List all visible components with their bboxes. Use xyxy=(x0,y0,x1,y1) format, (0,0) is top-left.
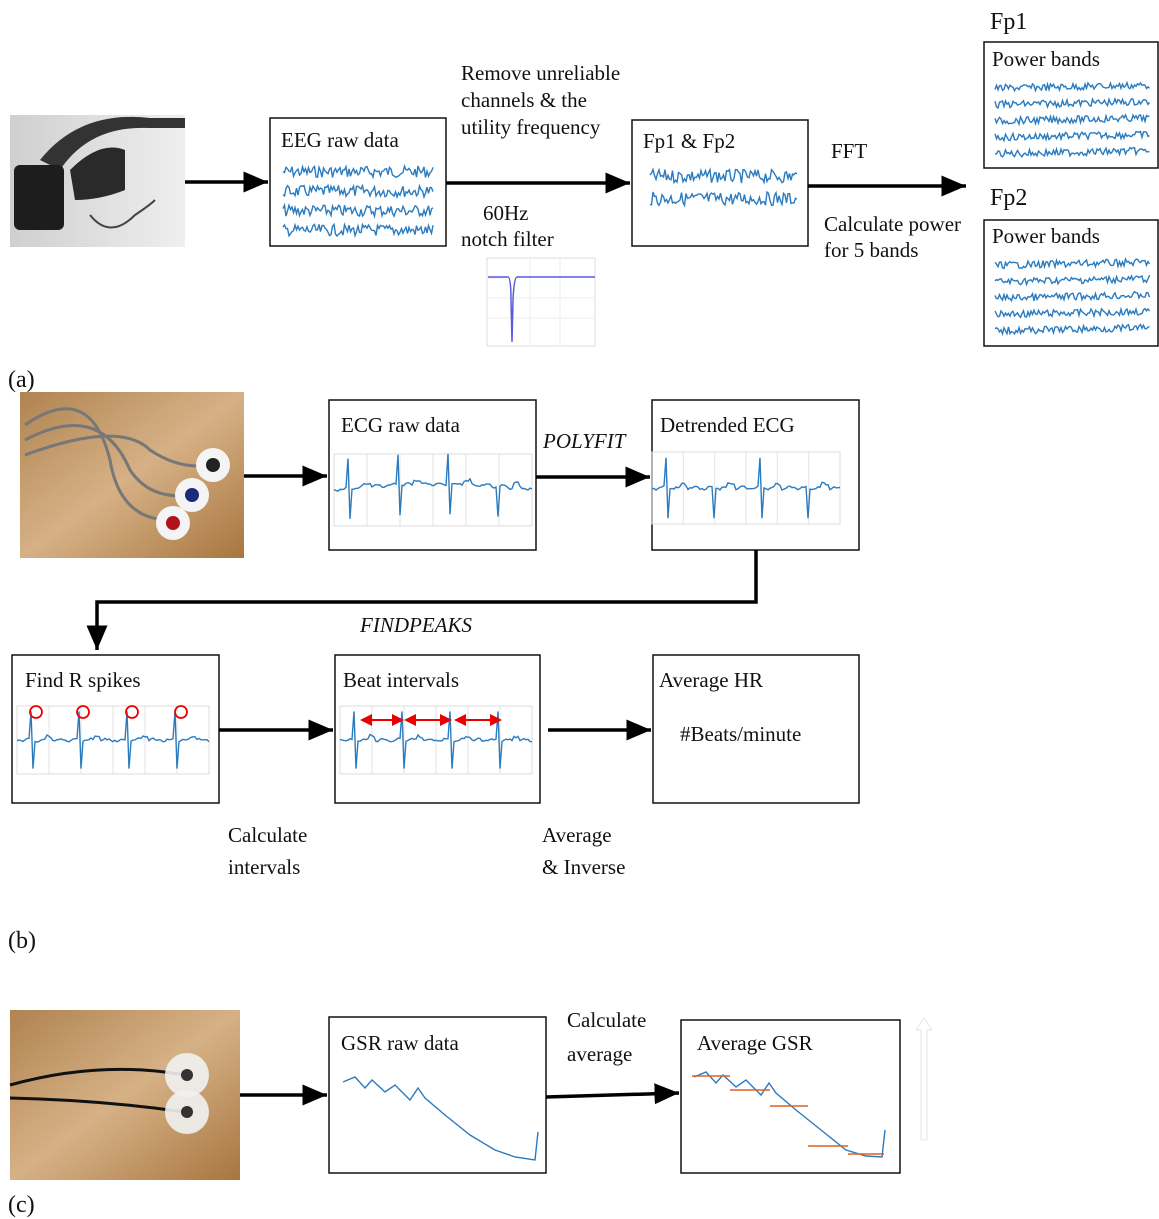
step-text: notch filter xyxy=(461,227,554,251)
step-text: Calculate power xyxy=(824,212,961,236)
electrode-snap xyxy=(206,458,220,472)
step-text: 60Hz xyxy=(483,201,529,225)
step-text: average xyxy=(567,1042,632,1066)
box-title: Average HR xyxy=(659,668,763,692)
step-text: Calculate xyxy=(567,1008,646,1032)
arrow xyxy=(546,1093,679,1097)
box-title: Average GSR xyxy=(697,1031,813,1055)
step-text: channels & the xyxy=(461,88,587,112)
step-text: Calculate xyxy=(228,823,307,847)
panel-label: (c) xyxy=(8,1192,35,1218)
step-text: utility frequency xyxy=(461,115,601,139)
up-arrow xyxy=(916,1018,932,1140)
panel-label: (b) xyxy=(8,928,36,954)
box-title: Power bands xyxy=(992,224,1100,248)
headset-pad xyxy=(14,165,64,230)
step-text: intervals xyxy=(228,855,300,879)
box-title: Detrended ECG xyxy=(660,413,795,437)
electrode-snap xyxy=(181,1106,193,1118)
electrode-snap xyxy=(185,488,199,502)
channel-title: Fp2 xyxy=(990,185,1027,211)
panel-label: (a) xyxy=(8,367,35,393)
diagram: EEG raw data Remove unreliable channels … xyxy=(0,0,1159,1219)
box-title: Find R spikes xyxy=(25,668,141,692)
step-text: Average xyxy=(542,823,612,847)
channel-title: Fp1 xyxy=(990,9,1027,35)
electrode-snap xyxy=(181,1069,193,1081)
method-text: FINDPEAKS xyxy=(359,613,472,637)
electrode-snap xyxy=(166,516,180,530)
box-title: Fp1 & Fp2 xyxy=(643,129,735,153)
step-text: & Inverse xyxy=(542,855,625,879)
box-text: #Beats/minute xyxy=(680,722,801,746)
step-text: FFT xyxy=(831,139,867,163)
method-text: POLYFIT xyxy=(542,429,627,453)
step-text: Remove unreliable xyxy=(461,61,620,85)
box-title: Beat intervals xyxy=(343,668,459,692)
step-text: for 5 bands xyxy=(824,238,918,262)
box-title: ECG raw data xyxy=(341,413,461,437)
gsr-photo xyxy=(10,1010,240,1180)
box-title: Power bands xyxy=(992,47,1100,71)
notch-plot xyxy=(487,258,595,346)
box-title: GSR raw data xyxy=(341,1031,459,1055)
box-title: EEG raw data xyxy=(281,128,399,152)
